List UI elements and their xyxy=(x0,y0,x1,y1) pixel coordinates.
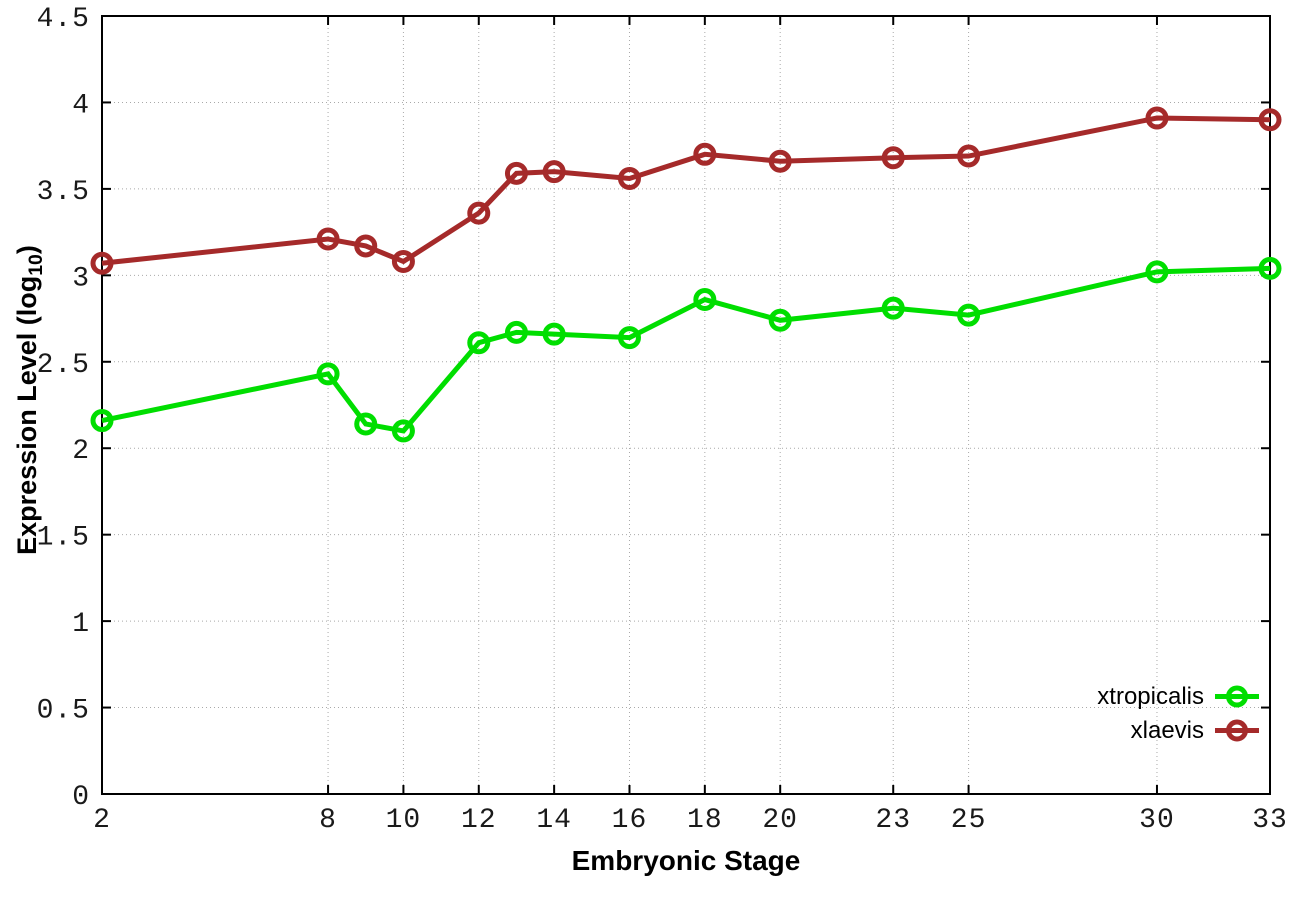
x-tick-label: 8 xyxy=(319,805,337,836)
x-tick-label: 14 xyxy=(536,805,572,836)
x-tick-label: 16 xyxy=(612,805,648,836)
data-point-marker-xtropicalis xyxy=(1258,256,1282,280)
data-point-marker-xtropicalis xyxy=(391,419,415,443)
y-axis-title-text: Expression Level (log xyxy=(11,275,42,555)
y-axis-title-subscript: 10 xyxy=(25,254,48,276)
series-line-xtropicalis xyxy=(101,265,1271,434)
legend: xtropicalis xlaevis xyxy=(1097,683,1260,744)
data-point-marker-xlaevis xyxy=(391,250,415,274)
data-point-marker-xtropicalis xyxy=(316,362,340,386)
y-tick-label: 3 xyxy=(72,263,90,294)
data-point-marker-xtropicalis xyxy=(467,331,491,355)
y-tick-label: 4 xyxy=(72,90,90,121)
x-tick-label: 18 xyxy=(687,805,723,836)
y-tick-label: 2 xyxy=(72,436,90,467)
x-tick-label: 25 xyxy=(951,805,987,836)
y-axis-title: Expression Level (log10) xyxy=(12,245,48,555)
legend-sample-line-icon xyxy=(1215,685,1259,708)
plot-border xyxy=(101,15,1271,795)
y-axis-title-suffix: ) xyxy=(11,245,42,255)
x-tick-label: 23 xyxy=(875,805,911,836)
y-tick-label: 0 xyxy=(72,782,90,813)
y-tick-label: 4.5 xyxy=(37,4,90,35)
x-tick-label: 30 xyxy=(1139,805,1175,836)
data-point-marker-xlaevis xyxy=(354,234,378,258)
data-point-marker-xtropicalis xyxy=(90,409,114,433)
x-tick-label: 2 xyxy=(93,805,111,836)
y-tick-label: 1.5 xyxy=(37,523,90,554)
x-tick-label: 12 xyxy=(461,805,497,836)
legend-sample-line-icon xyxy=(1215,719,1259,742)
data-point-marker-xlaevis xyxy=(768,149,792,173)
x-tick-label: 33 xyxy=(1252,805,1288,836)
series-line-xlaevis xyxy=(101,115,1271,266)
x-tick-label: 10 xyxy=(386,805,422,836)
data-point-marker-xlaevis xyxy=(467,201,491,225)
x-axis-title: Embryonic Stage xyxy=(571,845,801,876)
data-point-marker-xlaevis xyxy=(542,160,566,184)
data-point-marker-xlaevis xyxy=(617,167,641,191)
data-point-marker-xlaevis xyxy=(504,161,528,185)
data-point-marker-xlaevis xyxy=(693,142,717,166)
data-point-marker-xtropicalis xyxy=(693,288,717,312)
y-tick-label: 0.5 xyxy=(37,696,90,727)
data-point-marker-xtropicalis xyxy=(617,326,641,350)
x-tick-label: 20 xyxy=(762,805,798,836)
legend-label-xtropicalis: xtropicalis xyxy=(1097,683,1204,710)
data-point-marker-xtropicalis xyxy=(881,296,905,320)
data-point-marker-xlaevis xyxy=(316,227,340,251)
data-point-marker-xtropicalis xyxy=(957,303,981,327)
legend-item-xtropicalis: xtropicalis xyxy=(1097,683,1260,710)
data-point-marker-xlaevis xyxy=(90,251,114,275)
data-point-marker-xlaevis xyxy=(1145,106,1169,130)
legend-label-xlaevis: xlaevis xyxy=(1130,717,1204,744)
data-point-marker-xlaevis xyxy=(881,146,905,170)
data-point-marker-xtropicalis xyxy=(1145,260,1169,284)
data-point-marker-xlaevis xyxy=(957,144,981,168)
data-point-marker-xlaevis xyxy=(1258,108,1282,132)
y-tick-label: 2.5 xyxy=(37,350,90,381)
data-point-marker-xtropicalis xyxy=(542,322,566,346)
y-tick-label: 1 xyxy=(72,609,90,640)
y-tick-label: 3.5 xyxy=(37,177,90,208)
data-point-marker-xtropicalis xyxy=(504,320,528,344)
data-point-marker-xtropicalis xyxy=(768,308,792,332)
legend-item-xlaevis: xlaevis xyxy=(1131,717,1260,744)
data-point-marker-xtropicalis xyxy=(354,412,378,436)
